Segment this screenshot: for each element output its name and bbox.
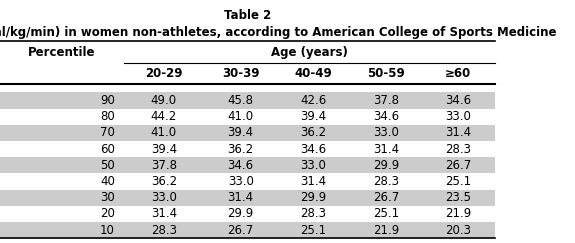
Text: 40-49: 40-49 [294, 67, 332, 80]
Text: 36.2: 36.2 [228, 143, 254, 156]
Text: 37.8: 37.8 [151, 159, 177, 172]
Text: 33.0: 33.0 [228, 175, 254, 188]
Bar [0, 92, 494, 109]
Text: 33.0: 33.0 [445, 110, 472, 123]
Text: ≥60: ≥60 [445, 67, 472, 80]
Text: 49.0: 49.0 [151, 94, 177, 107]
Text: 44.2: 44.2 [151, 110, 177, 123]
Text: 26.7: 26.7 [228, 224, 254, 236]
Text: 39.4: 39.4 [300, 110, 327, 123]
Text: 34.6: 34.6 [228, 159, 254, 172]
Text: 31.4: 31.4 [228, 191, 254, 204]
Text: 42.6: 42.6 [300, 94, 327, 107]
Text: 37.8: 37.8 [373, 94, 399, 107]
Text: 45.8: 45.8 [228, 94, 254, 107]
Text: 39.4: 39.4 [228, 126, 254, 139]
Text: 31.4: 31.4 [151, 207, 177, 220]
Text: 20: 20 [100, 207, 115, 220]
Text: 21.9: 21.9 [445, 207, 472, 220]
Text: VO₂ₘₐₓ (ml/kg/min) in women non-athletes, according to American College of Sport: VO₂ₘₐₓ (ml/kg/min) in women non-athletes… [0, 26, 557, 38]
Text: 21.9: 21.9 [373, 224, 399, 236]
Text: 41.0: 41.0 [151, 126, 177, 139]
Text: 40: 40 [100, 175, 115, 188]
Bar [0, 157, 494, 173]
Text: 26.7: 26.7 [373, 191, 399, 204]
Text: 29.9: 29.9 [300, 191, 327, 204]
Text: 10: 10 [100, 224, 115, 236]
Bar [0, 222, 494, 238]
Text: 28.3: 28.3 [373, 175, 399, 188]
Text: 20-29: 20-29 [145, 67, 183, 80]
Text: 25.1: 25.1 [300, 224, 327, 236]
Text: 31.4: 31.4 [373, 143, 399, 156]
Text: 34.6: 34.6 [445, 94, 472, 107]
Text: 26.7: 26.7 [445, 159, 472, 172]
Text: Percentile: Percentile [28, 46, 95, 59]
Text: 30-39: 30-39 [222, 67, 259, 80]
Text: 70: 70 [100, 126, 115, 139]
Text: 28.3: 28.3 [300, 207, 327, 220]
Text: Table 2: Table 2 [224, 9, 271, 21]
Text: 60: 60 [100, 143, 115, 156]
Text: 20.3: 20.3 [445, 224, 472, 236]
Text: 36.2: 36.2 [151, 175, 177, 188]
Text: 50: 50 [100, 159, 115, 172]
Text: 30: 30 [100, 191, 115, 204]
Text: 36.2: 36.2 [300, 126, 327, 139]
Text: 28.3: 28.3 [445, 143, 472, 156]
Text: 33.0: 33.0 [151, 191, 177, 204]
Text: 28.3: 28.3 [151, 224, 177, 236]
Text: 50-59: 50-59 [367, 67, 405, 80]
Text: 29.9: 29.9 [373, 159, 399, 172]
Text: 31.4: 31.4 [300, 175, 327, 188]
Text: 25.1: 25.1 [445, 175, 472, 188]
Text: 31.4: 31.4 [445, 126, 472, 139]
Text: 80: 80 [100, 110, 115, 123]
Text: 33.0: 33.0 [300, 159, 326, 172]
Text: 39.4: 39.4 [151, 143, 177, 156]
Text: 33.0: 33.0 [373, 126, 399, 139]
Text: 29.9: 29.9 [228, 207, 254, 220]
Bar [0, 125, 494, 141]
Text: 41.0: 41.0 [228, 110, 254, 123]
Text: 34.6: 34.6 [373, 110, 399, 123]
Bar [0, 190, 494, 206]
Text: 23.5: 23.5 [445, 191, 472, 204]
Text: Age (years): Age (years) [271, 46, 347, 59]
Text: 25.1: 25.1 [373, 207, 399, 220]
Text: 90: 90 [100, 94, 115, 107]
Text: 34.6: 34.6 [300, 143, 327, 156]
